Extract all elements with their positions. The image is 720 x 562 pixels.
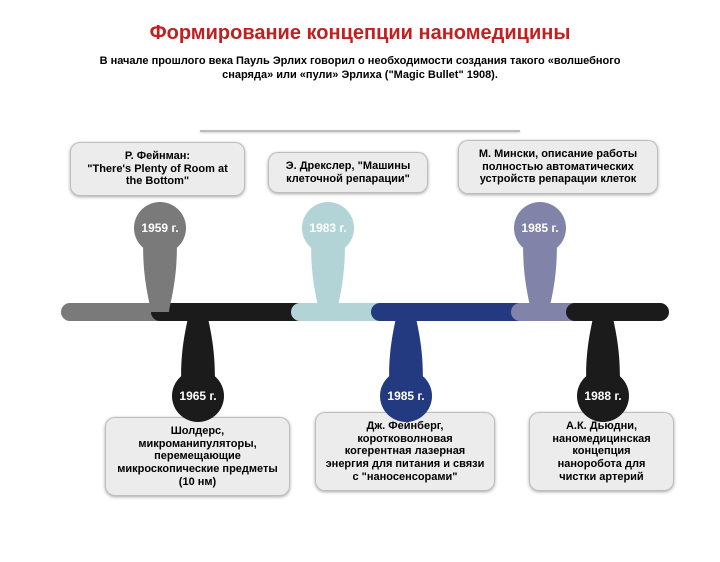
year-node-1959: 1959 г. (134, 202, 186, 312)
year-node-1988: 1988 г. (577, 312, 629, 422)
year-node-1985: 1985 г. (514, 202, 566, 312)
card-dewdney: А.К. Дьюдни, наномедицинская концепция н… (529, 412, 674, 491)
intro-text: В начале прошлого века Пауль Эрлих говор… (90, 55, 630, 83)
year-label: 1983 г. (309, 221, 346, 235)
year-node-1965: 1965 г. (172, 312, 224, 422)
card-feinberg: Дж. Фейнберг, коротковолновая когерентна… (315, 412, 495, 491)
year-node-1985: 1985 г. (380, 312, 432, 422)
card-drexler: Э. Дрекслер, "Машины клеточной репарации… (268, 152, 428, 193)
year-label: 1985 г. (521, 221, 558, 235)
year-label: 1985 г. (387, 389, 424, 403)
page-title: Формирование концепции наномедицины (0, 22, 720, 45)
divider-line (200, 130, 520, 132)
year-node-1983: 1983 г. (302, 202, 354, 312)
card-minsky: М. Мински, описание работы полностью авт… (458, 140, 658, 194)
card-feynman: Р. Фейнман: "There's Plenty of Room at t… (70, 142, 245, 196)
card-sholders: Шолдерс, микроманипуляторы, перемещающие… (105, 417, 290, 496)
year-label: 1959 г. (141, 221, 178, 235)
year-label: 1965 г. (179, 389, 216, 403)
year-label: 1988 г. (584, 389, 621, 403)
